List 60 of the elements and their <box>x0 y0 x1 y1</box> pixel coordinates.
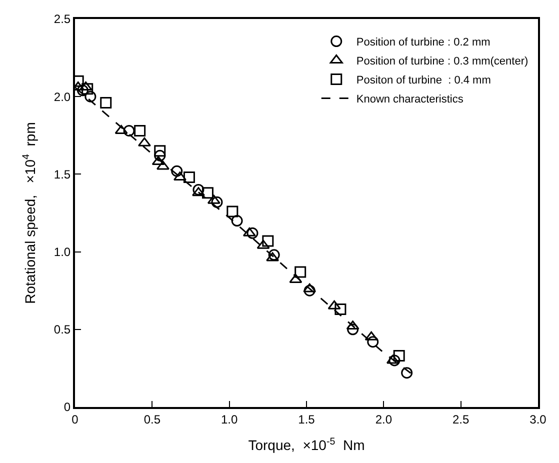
point <box>183 172 195 184</box>
x-axis-title: Torque, ×10$^{-5}$ Nm <box>248 436 365 454</box>
x-tick-label: 3.0 <box>530 412 547 426</box>
point <box>294 266 306 278</box>
y-tick-label: 2.5 <box>54 12 71 26</box>
point <box>289 274 302 283</box>
point <box>262 235 274 247</box>
point <box>364 331 378 340</box>
point <box>246 227 258 239</box>
y-tick-label: 0.5 <box>54 322 71 337</box>
point <box>123 124 135 136</box>
point <box>156 160 170 170</box>
y-tick-label: 1.0 <box>54 245 71 259</box>
point <box>211 196 223 208</box>
point <box>100 97 112 109</box>
point <box>154 150 166 162</box>
point <box>154 145 166 157</box>
y-tick-label: 2.0 <box>54 90 71 104</box>
x-tick-label: 1.5 <box>298 412 316 426</box>
point <box>84 90 96 102</box>
point <box>79 82 92 91</box>
point <box>386 354 400 364</box>
point <box>304 284 316 296</box>
x-tick-label: 2.0 <box>375 412 392 426</box>
point <box>138 137 151 146</box>
point <box>114 124 128 134</box>
legend-label: Position of turbine : 0.3 mm(center) <box>356 56 528 68</box>
point <box>152 156 165 166</box>
point <box>328 300 341 310</box>
point <box>256 240 270 249</box>
point <box>173 172 186 181</box>
legend-label: Position of turbine : 0.2 mm <box>356 36 490 49</box>
x-tick-label: 1.0 <box>220 412 238 426</box>
point <box>192 187 205 196</box>
point <box>226 206 238 218</box>
point <box>401 367 413 379</box>
x-tick-label: 2.5 <box>452 412 470 426</box>
legend-label: Known characteristics <box>356 94 464 106</box>
point <box>367 336 379 348</box>
point <box>207 194 220 204</box>
point <box>334 303 346 315</box>
point <box>171 165 183 177</box>
legend-label: Positon of turbine : 0.4 mm <box>356 74 491 87</box>
point <box>231 215 243 227</box>
point <box>82 83 94 95</box>
x-tick-label: 0.5 <box>144 412 161 426</box>
y-tick-label: 1.5 <box>54 167 71 182</box>
point <box>266 252 280 262</box>
point <box>347 324 359 336</box>
point <box>134 124 146 136</box>
point <box>76 84 88 96</box>
point <box>192 184 204 196</box>
point <box>346 320 360 330</box>
point <box>268 249 280 261</box>
point <box>202 187 214 199</box>
point <box>388 354 400 366</box>
point <box>242 227 256 236</box>
y-tick-label: 0 <box>64 400 71 414</box>
point <box>303 283 316 292</box>
point <box>393 350 405 362</box>
